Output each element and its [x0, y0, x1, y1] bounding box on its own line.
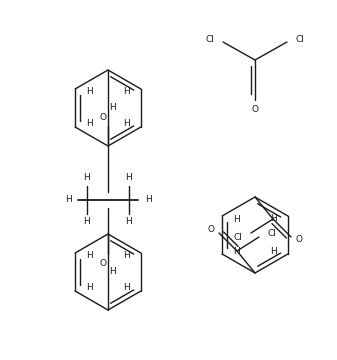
- Text: H: H: [84, 174, 90, 183]
- Text: H: H: [233, 215, 240, 224]
- Text: H: H: [86, 120, 93, 129]
- Text: H: H: [110, 267, 116, 276]
- Text: H: H: [233, 247, 240, 256]
- Text: O: O: [99, 258, 106, 267]
- Text: H: H: [86, 284, 93, 292]
- Text: O: O: [251, 105, 258, 114]
- Text: H: H: [123, 87, 130, 96]
- Text: H: H: [86, 252, 93, 261]
- Text: H: H: [123, 252, 130, 261]
- Text: H: H: [84, 217, 90, 226]
- Text: H: H: [86, 87, 93, 96]
- Text: Cl: Cl: [206, 36, 214, 45]
- Text: Cl: Cl: [296, 36, 304, 45]
- Text: H: H: [126, 174, 132, 183]
- Text: H: H: [270, 215, 277, 224]
- Text: Cl: Cl: [268, 229, 276, 238]
- Text: O: O: [296, 235, 303, 244]
- Text: H: H: [145, 195, 151, 204]
- Text: H: H: [270, 247, 277, 256]
- Text: H: H: [123, 284, 130, 292]
- Text: H: H: [65, 195, 71, 204]
- Text: H: H: [109, 104, 115, 112]
- Text: H: H: [126, 217, 132, 226]
- Text: Cl: Cl: [234, 233, 242, 242]
- Text: O: O: [99, 112, 106, 122]
- Text: O: O: [208, 225, 214, 234]
- Text: H: H: [123, 120, 130, 129]
